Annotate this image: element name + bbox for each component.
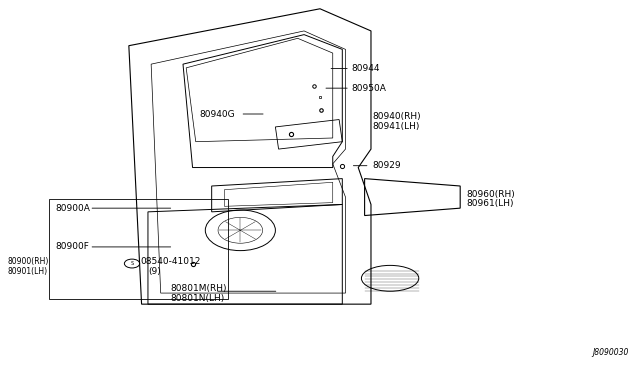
Text: 80900A: 80900A: [56, 203, 90, 213]
Text: 80900(RH): 80900(RH): [8, 257, 49, 266]
Text: 80944: 80944: [352, 64, 380, 73]
Text: 80901(LH): 80901(LH): [8, 267, 48, 276]
Text: 80961(LH): 80961(LH): [467, 199, 514, 208]
Text: 80801N(LH): 80801N(LH): [170, 294, 225, 303]
Text: 80940G: 80940G: [199, 109, 234, 119]
Text: 80950A: 80950A: [352, 84, 387, 93]
Text: 80801M(RH): 80801M(RH): [170, 284, 227, 293]
Text: 08540-41012: 08540-41012: [140, 257, 201, 266]
Text: 80960(RH): 80960(RH): [467, 190, 515, 199]
Text: 80900F: 80900F: [56, 243, 90, 251]
Text: S: S: [131, 261, 134, 266]
Text: 80929: 80929: [372, 161, 401, 170]
Text: (9): (9): [148, 267, 161, 276]
Text: 80940(RH): 80940(RH): [372, 112, 421, 121]
Text: J8090030: J8090030: [593, 348, 629, 357]
Text: 80941(LH): 80941(LH): [372, 122, 420, 131]
